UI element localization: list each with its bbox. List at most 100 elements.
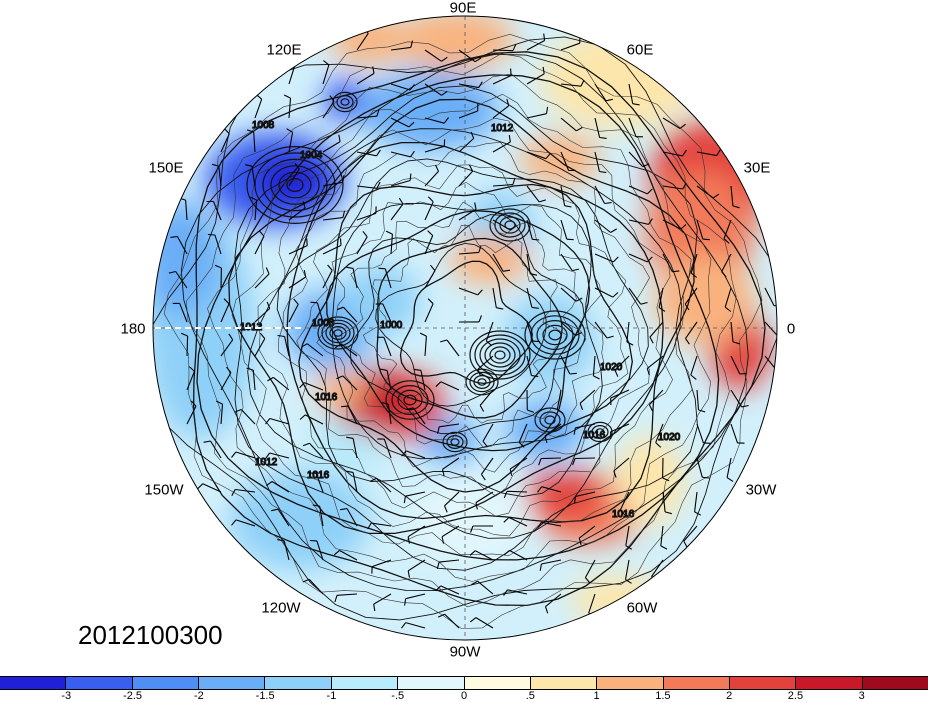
wind-barb: [405, 593, 426, 600]
colorbar-tick: -1.5: [255, 690, 275, 702]
wind-barbs: [168, 27, 777, 629]
wind-barb: [730, 355, 741, 375]
wind-barb-flag: [544, 606, 549, 614]
wind-barb-flag: [531, 306, 539, 309]
isobar-label: 1008: [252, 120, 275, 131]
wind-barb-flag: [646, 368, 650, 376]
wind-barb-flag: [625, 545, 633, 550]
wind-barb-flag: [372, 66, 375, 74]
wind-barb-flag: [508, 135, 511, 143]
wind-barb-flag: [599, 136, 607, 139]
isobar: [442, 431, 468, 453]
wind-barb-flag: [403, 496, 406, 504]
wind-barb-flag: [385, 230, 393, 235]
wind-barb: [508, 517, 528, 527]
isobar: [474, 334, 526, 376]
wind-barb: [220, 303, 230, 323]
wind-barb: [254, 99, 263, 119]
colorbar-cell: [265, 677, 332, 689]
wind-barb: [646, 355, 664, 369]
wind-barb-flag: [664, 511, 672, 515]
isobar: [340, 98, 350, 106]
anomaly-blob: [410, 480, 530, 560]
wind-barb: [662, 219, 682, 230]
wind-barb-flag: [503, 269, 511, 272]
wind-barb-flag: [578, 538, 582, 546]
wind-barb-flag: [564, 205, 572, 208]
wind-barb-flag: [660, 545, 668, 550]
wind-barb-flag: [367, 522, 372, 530]
isobar-label: 1012: [240, 322, 263, 333]
wind-barb: [610, 423, 630, 433]
wind-barb-flag: [346, 266, 354, 269]
colorbar-tick: 2: [726, 690, 733, 702]
wind-barb-flag: [469, 164, 474, 172]
wind-barb-flag: [471, 580, 478, 586]
wind-barb: [526, 73, 545, 85]
colorbar-cell: [0, 677, 67, 689]
wind-barb-flag: [610, 228, 617, 233]
wind-barb-flag: [537, 486, 543, 493]
wind-barb: [424, 201, 434, 221]
wind-barb: [696, 151, 717, 157]
wind-barb: [202, 483, 222, 493]
lon-label-150w: 150W: [144, 481, 184, 499]
wind-barb: [628, 287, 642, 305]
wind-barb: [371, 522, 392, 527]
wind-barb: [540, 457, 562, 460]
wind-barb: [342, 375, 358, 391]
lon-label-90e: 90E: [449, 0, 477, 17]
wind-barb-flag: [302, 201, 306, 209]
wind-barb: [405, 491, 426, 497]
isobar-label: 1016: [315, 392, 338, 403]
wind-barb: [176, 236, 188, 255]
wind-barb-flag: [593, 375, 600, 380]
wind-barb: [628, 83, 634, 104]
wind-barb-flag: [539, 563, 542, 571]
wind-barb: [390, 83, 411, 91]
wind-barb-flag: [537, 522, 542, 529]
wind-barb-flag: [409, 150, 415, 158]
wind-barb: [526, 219, 533, 240]
wind-barb-flag: [299, 414, 306, 420]
wind-barb-flag: [435, 381, 442, 388]
wind-barb-flag: [774, 304, 777, 307]
wind-barb-flag: [188, 366, 195, 372]
wind-barb: [273, 376, 290, 391]
wind-barb-flag: [690, 374, 697, 380]
wind-barb: [382, 303, 392, 323]
wind-barb: [322, 269, 333, 289]
wind-barb: [685, 321, 698, 339]
wind-barb-flag: [267, 376, 274, 382]
wind-barb: [347, 405, 358, 425]
wind-barb: [288, 64, 296, 85]
coastline: [257, 117, 673, 537]
wind-barb-flag: [648, 404, 653, 412]
wind-barb: [446, 339, 460, 357]
wind-barb: [288, 245, 308, 255]
wind-barb: [485, 321, 494, 342]
wind-barb: [458, 287, 478, 296]
wind-barb-flag: [341, 405, 349, 408]
colorbar-cell: [663, 677, 730, 689]
wind-barb-flag: [413, 368, 421, 371]
wind-barb-flag: [266, 301, 271, 309]
isobar-label: 1020: [600, 362, 623, 373]
wind-barb: [390, 117, 410, 128]
colorbar-cell: [66, 677, 133, 689]
wind-barb-flag: [443, 505, 448, 513]
wind-barb-flag: [474, 57, 482, 63]
wind-barb-flag: [203, 440, 211, 443]
wind-barb-flag: [477, 289, 483, 296]
wind-barb: [724, 287, 732, 308]
wind-barb: [306, 343, 324, 357]
wind-barb-flag: [441, 90, 448, 96]
wind-barb: [235, 488, 256, 493]
wind-barb: [684, 287, 698, 305]
wind-barb-flag: [470, 131, 475, 139]
wind-barb: [492, 219, 511, 231]
wind-barb: [407, 525, 426, 538]
wind-barb: [560, 151, 570, 171]
wind-barb-flag: [732, 205, 740, 209]
wind-barb: [594, 321, 608, 339]
